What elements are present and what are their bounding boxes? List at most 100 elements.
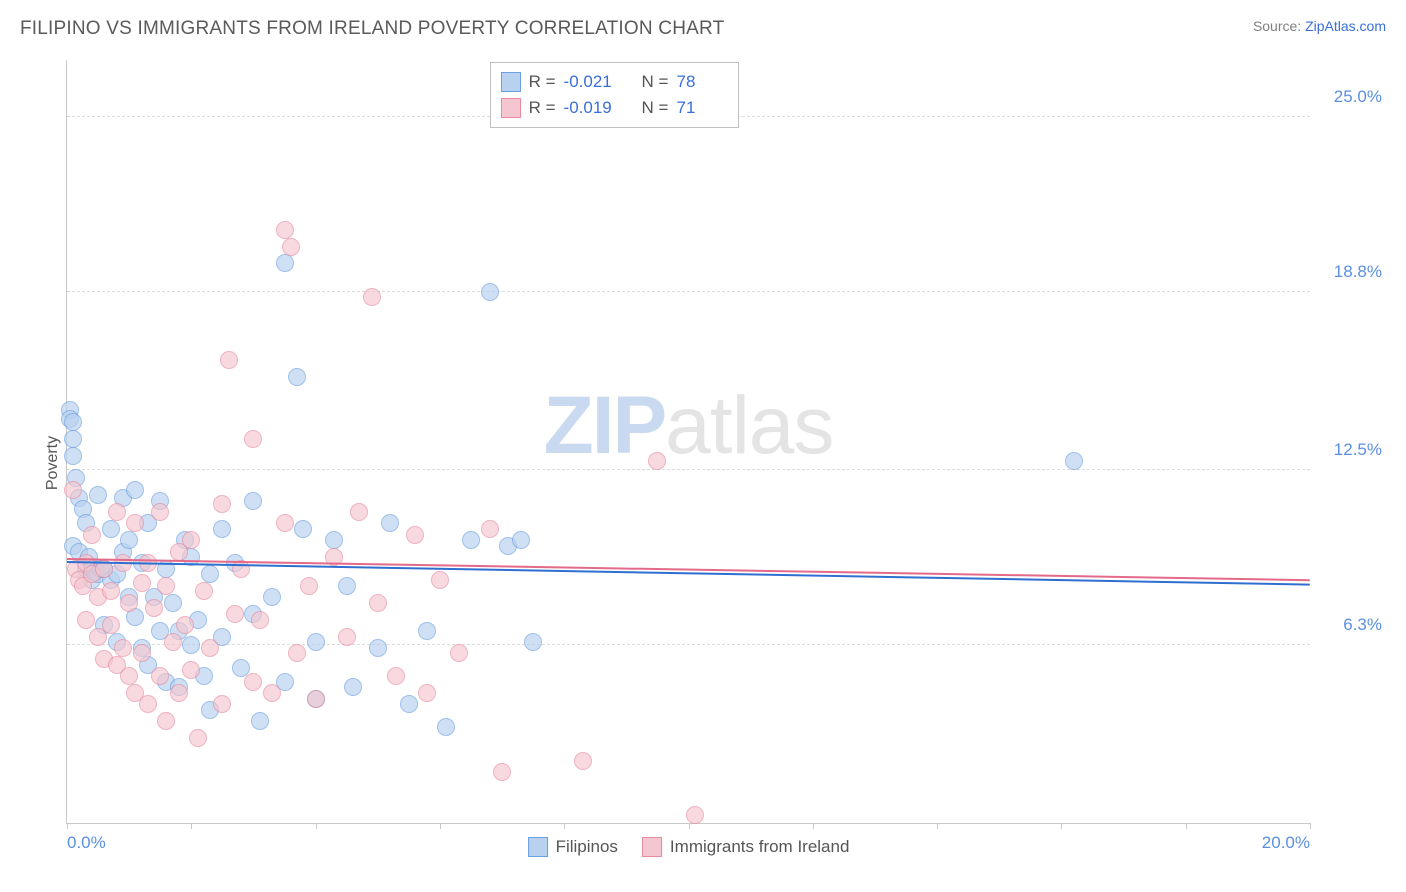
scatter-point [244,492,262,510]
scatter-point [151,667,169,685]
scatter-point [182,661,200,679]
scatter-point [338,628,356,646]
scatter-point [120,531,138,549]
gridline [67,644,1310,645]
scatter-point [108,503,126,521]
scatter-point [307,690,325,708]
scatter-point [338,577,356,595]
scatter-point [307,633,325,651]
scatter-point [176,616,194,634]
scatter-point [462,531,480,549]
scatter-point [251,712,269,730]
scatter-point [418,622,436,640]
scatter-point [251,611,269,629]
scatter-point [195,582,213,600]
scatter-point [512,531,530,549]
correlation-legend: R =-0.021N =78R =-0.019N =71 [490,62,740,128]
scatter-point [164,594,182,612]
scatter-point [201,639,219,657]
scatter-point [276,254,294,272]
x-minor-tick [564,823,565,829]
scatter-point [120,667,138,685]
scatter-point [64,447,82,465]
scatter-point [493,763,511,781]
x-minor-tick [689,823,690,829]
legend-swatch [642,837,662,857]
scatter-point [350,503,368,521]
x-minor-tick [191,823,192,829]
x-minor-tick [937,823,938,829]
legend-item: Filipinos [528,837,618,857]
source-attribution: Source: ZipAtlas.com [1253,18,1386,34]
scatter-point [648,452,666,470]
scatter-point [288,368,306,386]
scatter-point [120,594,138,612]
scatter-point [363,288,381,306]
scatter-point [263,684,281,702]
scatter-point [400,695,418,713]
legend-row: R =-0.019N =71 [501,95,729,121]
scatter-point [126,481,144,499]
plot-area: ZIPatlas 6.3%12.5%18.8%25.0%0.0%20.0%R =… [66,60,1310,824]
scatter-point [64,413,82,431]
scatter-point [344,678,362,696]
scatter-point [381,514,399,532]
scatter-point [182,531,200,549]
scatter-point [213,495,231,513]
scatter-point [133,574,151,592]
scatter-point [406,526,424,544]
x-minor-tick [1061,823,1062,829]
scatter-point [213,520,231,538]
scatter-point [77,611,95,629]
y-tick-label: 6.3% [1318,615,1382,635]
scatter-point [481,283,499,301]
series-legend: Filipinos Immigrants from Ireland [528,837,850,857]
scatter-point [369,639,387,657]
scatter-point [126,514,144,532]
chart-title: FILIPINO VS IMMIGRANTS FROM IRELAND POVE… [20,18,724,40]
y-tick-label: 18.8% [1318,262,1382,282]
gridline [67,469,1310,470]
chart-container: Poverty ZIPatlas 6.3%12.5%18.8%25.0%0.0%… [20,54,1386,872]
scatter-point [170,684,188,702]
legend-label: Immigrants from Ireland [670,837,850,857]
scatter-point [89,486,107,504]
scatter-point [481,520,499,538]
trend-line [67,558,1310,581]
scatter-point [189,729,207,747]
y-tick-label: 25.0% [1318,87,1382,107]
scatter-point [220,351,238,369]
scatter-point [450,644,468,662]
scatter-point [114,639,132,657]
scatter-point [1065,452,1083,470]
scatter-point [524,633,542,651]
scatter-point [431,571,449,589]
x-minor-tick [440,823,441,829]
scatter-point [151,503,169,521]
x-minor-tick [316,823,317,829]
scatter-point [157,712,175,730]
scatter-point [133,644,151,662]
scatter-point [102,616,120,634]
scatter-point [201,565,219,583]
scatter-point [276,514,294,532]
x-minor-tick [1186,823,1187,829]
x-tick-label: 0.0% [67,833,106,853]
scatter-point [157,577,175,595]
watermark: ZIPatlas [544,379,834,473]
scatter-point [276,221,294,239]
scatter-point [369,594,387,612]
scatter-point [418,684,436,702]
scatter-point [102,520,120,538]
scatter-point [244,673,262,691]
trend-line [67,561,1310,586]
source-link[interactable]: ZipAtlas.com [1305,18,1386,34]
scatter-point [145,599,163,617]
scatter-point [437,718,455,736]
scatter-point [139,695,157,713]
legend-swatch [501,72,521,92]
scatter-point [83,526,101,544]
x-minor-tick [67,823,68,829]
scatter-point [686,806,704,824]
scatter-point [288,644,306,662]
